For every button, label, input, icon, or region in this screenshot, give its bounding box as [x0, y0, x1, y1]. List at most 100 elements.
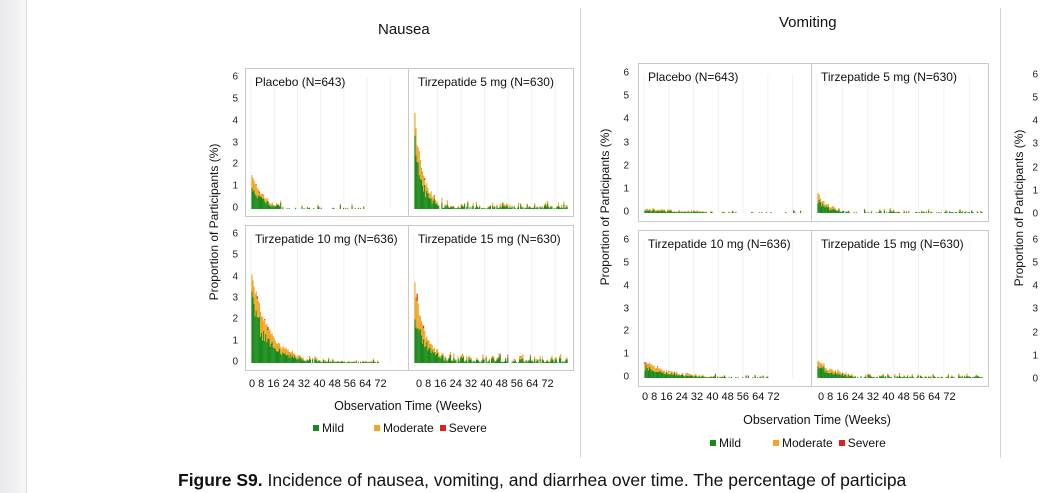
bar-mild: [890, 211, 892, 213]
bar-moderate: [493, 206, 495, 208]
bar-moderate: [882, 373, 884, 376]
bar-moderate: [472, 203, 474, 206]
bar-moderate: [793, 209, 795, 211]
bar-mild: [522, 207, 524, 209]
bar-moderate: [566, 357, 568, 360]
bar-moderate: [418, 151, 420, 176]
bar-moderate: [341, 360, 344, 362]
bar-mild: [904, 377, 906, 378]
legend-mild: Mild: [710, 436, 741, 450]
bar-mild: [437, 205, 439, 209]
bar-mild: [950, 212, 952, 213]
bar-moderate: [273, 338, 275, 348]
bar-mild: [959, 376, 961, 378]
bar-mild: [257, 317, 259, 363]
bar-moderate: [306, 358, 308, 361]
bar-moderate: [687, 210, 689, 212]
bar-mild: [668, 373, 670, 378]
y-tick-label: 6: [1032, 69, 1038, 81]
bar-moderate: [513, 205, 515, 207]
bar-mild: [932, 375, 934, 378]
bar-moderate: [264, 198, 266, 201]
bar-mild: [539, 359, 541, 363]
bar-moderate: [703, 211, 705, 213]
bar-mild: [668, 211, 670, 213]
bar-mild: [936, 212, 938, 213]
bar-mild: [902, 377, 904, 378]
bar-mild: [839, 374, 841, 378]
panel-tirzepatide-10mg: Tirzepatide 10 mg (N=636): [245, 225, 409, 371]
bar-moderate: [848, 375, 851, 377]
bar-moderate: [448, 207, 451, 208]
bar-mild: [505, 206, 507, 209]
bar-mild: [457, 207, 459, 209]
bar-moderate: [516, 207, 519, 209]
bar-mild: [498, 357, 500, 363]
bar-moderate: [668, 209, 670, 212]
bar-moderate: [323, 360, 325, 362]
bar-moderate: [544, 202, 547, 205]
bar-moderate: [652, 366, 654, 371]
bar-severe: [264, 319, 266, 321]
bar-mild: [276, 204, 279, 209]
bar-mild: [697, 212, 699, 213]
bar-mild: [271, 204, 273, 209]
bar-severe: [668, 370, 670, 372]
bar-moderate: [644, 209, 646, 211]
bar-mild: [273, 206, 275, 209]
bar-mild: [940, 376, 942, 378]
bar-severe: [482, 354, 484, 356]
bar-mild: [513, 361, 515, 363]
bar-moderate: [489, 204, 492, 207]
bar-mild: [894, 212, 896, 213]
bar-moderate: [952, 376, 954, 378]
panel-title: Placebo (N=643): [255, 75, 346, 89]
bar-mild: [897, 211, 899, 213]
y-tick-label: 5: [623, 90, 629, 102]
bar-moderate: [847, 373, 849, 375]
bar-mild: [898, 375, 901, 378]
bar-mild: [723, 376, 726, 378]
bar-moderate: [483, 358, 485, 360]
bar-mild: [678, 210, 680, 213]
panel-title: Tirzepatide 10 mg (N=636): [648, 237, 791, 251]
bar-mild: [701, 376, 703, 378]
bar-mild: [754, 375, 756, 378]
bar-mild: [944, 212, 946, 213]
bar-mild: [685, 211, 687, 213]
bar-mild: [905, 377, 908, 378]
bar-mild: [306, 360, 308, 363]
bar-moderate: [522, 354, 524, 359]
bar-moderate: [841, 210, 844, 212]
bar-moderate: [645, 208, 647, 211]
bar-moderate: [317, 361, 319, 362]
bar-moderate: [717, 376, 719, 377]
bar-mild: [263, 198, 265, 209]
bar-moderate: [875, 376, 877, 378]
panel-tirzepatide-5mg: Tirzepatide 5 mg (N=630): [811, 63, 989, 222]
bar-moderate: [279, 205, 281, 207]
bar-moderate: [658, 209, 660, 212]
bar-moderate: [722, 376, 724, 378]
bar-mild: [547, 203, 549, 209]
bar-moderate: [675, 373, 677, 376]
bar-mild: [300, 358, 302, 363]
bar-moderate: [488, 358, 490, 361]
bar-moderate: [351, 361, 353, 363]
bar-mild: [348, 361, 350, 363]
bar-moderate: [470, 357, 472, 360]
bar-moderate: [308, 207, 311, 208]
bar-moderate: [462, 355, 465, 358]
bar-moderate: [562, 360, 564, 362]
bar-mild: [647, 210, 650, 213]
bar-moderate: [316, 358, 318, 361]
bar-mild: [498, 208, 500, 209]
bar-mild: [503, 361, 506, 363]
bar-moderate: [295, 355, 297, 358]
bar-mild: [646, 367, 648, 378]
bar-moderate: [355, 359, 357, 362]
bar-mild: [372, 359, 374, 363]
bar-moderate: [497, 357, 499, 359]
bar-mild: [648, 210, 651, 213]
y-tick-label: 4: [1032, 280, 1038, 292]
